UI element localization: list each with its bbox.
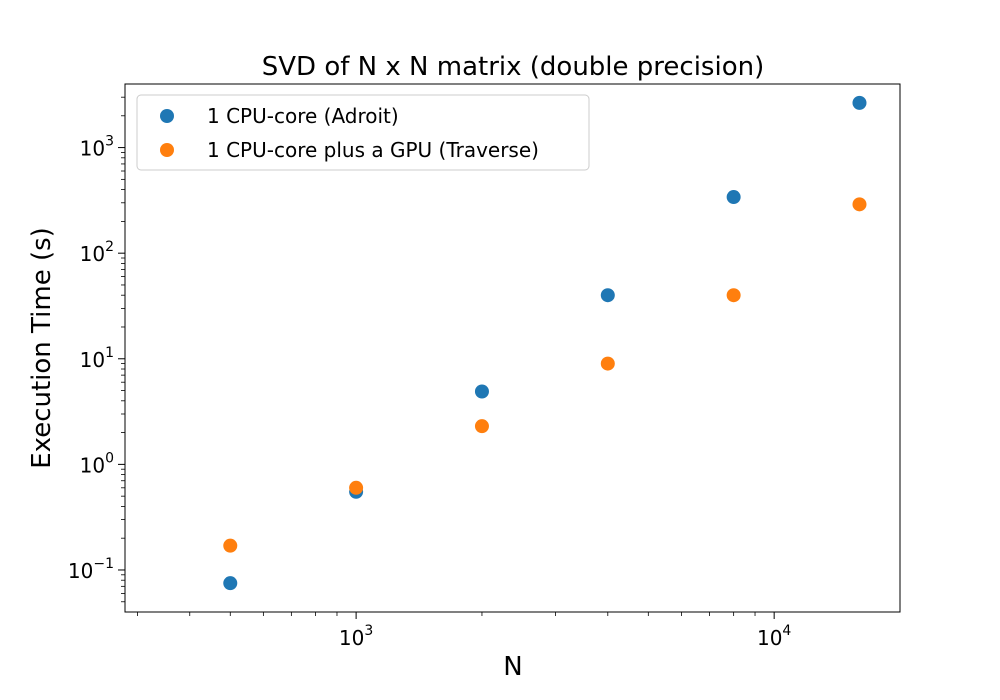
data-point: [474, 384, 489, 399]
data-points: [223, 95, 867, 591]
series-2: [223, 197, 867, 553]
y-tick-label: 103: [80, 134, 114, 161]
data-point: [726, 190, 741, 205]
y-axis-ticks: 10−1 100 101 102 103: [68, 96, 125, 603]
legend-marker: [160, 143, 174, 157]
data-point: [223, 538, 238, 553]
plot-frame: [124, 83, 901, 613]
chart-title: SVD of N x N matrix (double precision): [262, 52, 764, 82]
y-axis-label: Execution Time (s): [27, 227, 57, 469]
x-tick-label: 104: [757, 623, 791, 650]
data-point: [726, 288, 741, 303]
data-point: [600, 288, 615, 303]
y-tick-label: 10−1: [68, 556, 114, 583]
x-axis-ticks: 103 104: [137, 612, 791, 650]
data-point: [349, 480, 364, 495]
data-point: [600, 356, 615, 371]
legend-box: [136, 94, 590, 171]
legend-marker: [160, 109, 174, 123]
y-tick-label: 100: [80, 450, 114, 477]
data-point: [852, 197, 867, 212]
legend-label: 1 CPU-core (Adroit): [207, 104, 399, 128]
x-tick-label: 103: [339, 623, 373, 650]
y-tick-label: 101: [80, 345, 114, 372]
data-point: [223, 576, 238, 591]
data-point: [852, 95, 867, 110]
x-axis-label: N: [503, 652, 522, 682]
y-tick-label: 102: [80, 239, 114, 266]
data-point: [474, 419, 489, 434]
legend-label: 1 CPU-core plus a GPU (Traverse): [207, 138, 539, 162]
legend: 1 CPU-core (Adroit) 1 CPU-core plus a GPU…: [136, 94, 590, 171]
